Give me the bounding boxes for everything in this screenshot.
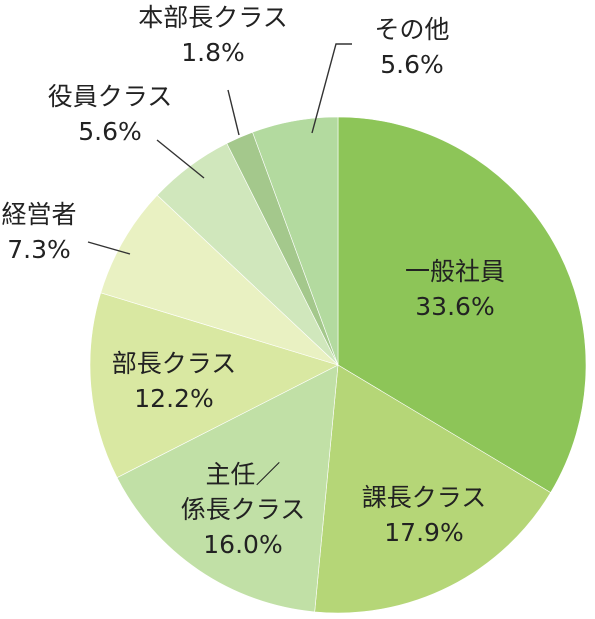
leader-line-other xyxy=(311,43,352,134)
slice-value-officer: 5.6% xyxy=(78,117,142,146)
leader-line-division-head xyxy=(227,89,240,136)
slice-value-executive: 7.3% xyxy=(7,235,71,264)
slice-value-chief: 16.0% xyxy=(203,530,282,559)
slice-label-chief-line2: 係長クラス xyxy=(181,495,306,524)
slice-label-officer: 役員クラス xyxy=(48,82,173,111)
slice-value-division-head: 1.8% xyxy=(181,38,245,67)
slice-label-section-manager: 課長クラス xyxy=(362,483,487,512)
leader-line-officer xyxy=(156,139,205,179)
slice-label-department-manager: 部長クラス xyxy=(112,349,237,378)
pie-slice-other xyxy=(252,116,339,366)
slice-label-other: その他 xyxy=(374,15,449,44)
slice-value-department-manager: 12.2% xyxy=(134,384,213,413)
slice-value-section-manager: 17.9% xyxy=(384,518,463,547)
slice-label-executive: 経営者 xyxy=(1,200,76,229)
pie-slice-chief xyxy=(116,364,339,613)
pie-slice-department-manager xyxy=(89,292,339,478)
pie-slice-general-staff xyxy=(337,116,587,493)
slice-label-general-staff: 一般社員 xyxy=(405,257,505,286)
leader-line-executive xyxy=(87,241,131,255)
slice-label-division-head: 本部長クラス xyxy=(138,3,288,32)
slice-label-chief-line1: 主任／ xyxy=(205,460,280,489)
pie-slice-executive xyxy=(100,194,339,366)
slice-value-general-staff: 33.6% xyxy=(415,292,494,321)
slice-value-other: 5.6% xyxy=(380,50,444,79)
pie-slice-section-manager xyxy=(314,364,552,614)
